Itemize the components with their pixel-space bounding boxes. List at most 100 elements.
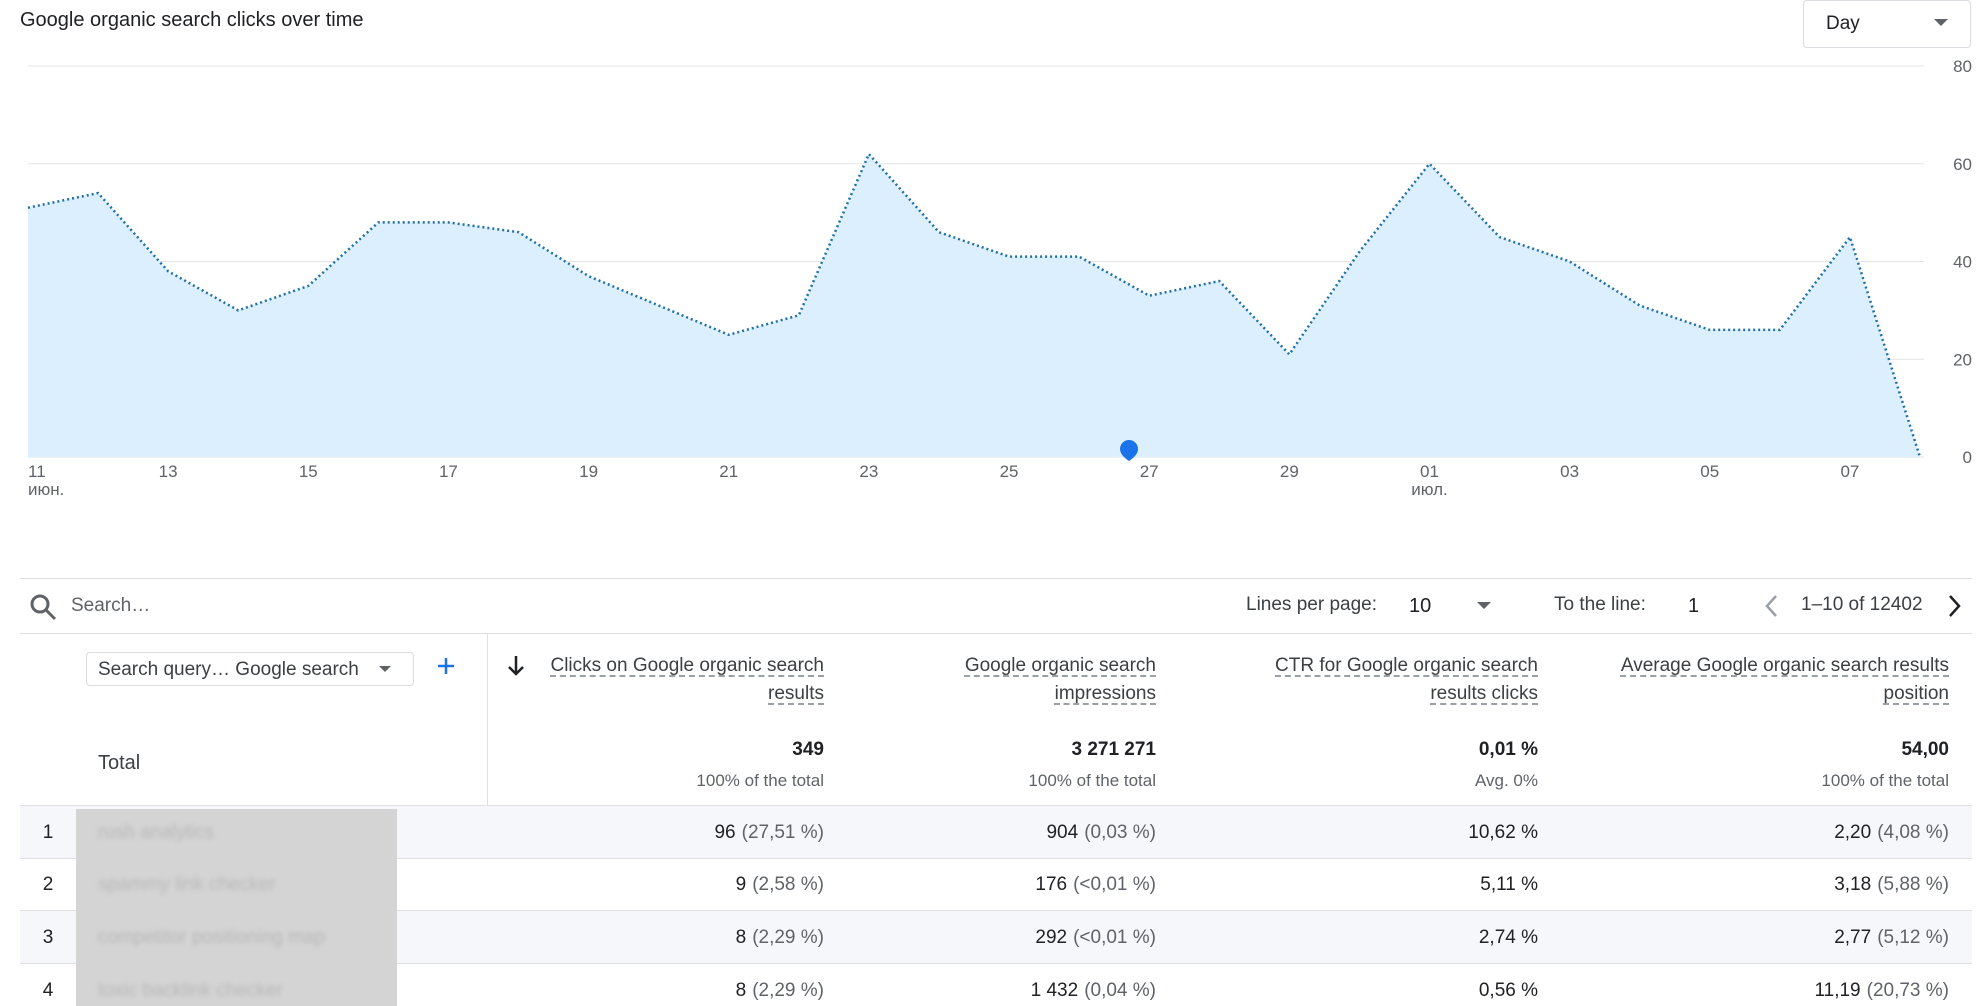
total-label: Total bbox=[98, 752, 141, 774]
x-tick-label: 07 bbox=[1840, 462, 1860, 481]
divider bbox=[20, 805, 1972, 806]
cell-value: 1 432 bbox=[1030, 979, 1079, 1001]
query-text: spammy link checker bbox=[98, 874, 276, 895]
dimension-select[interactable]: Search query… Google search bbox=[86, 652, 414, 686]
x-tick-label: 23 bbox=[859, 462, 879, 481]
cell-value: 11,19 bbox=[1814, 979, 1861, 1001]
granularity-select[interactable]: Day bbox=[1803, 0, 1971, 48]
x-tick-label: 15 bbox=[298, 462, 318, 481]
table-cell: 2,77 (5,12 %) bbox=[1834, 927, 1949, 949]
row-index: 2 bbox=[42, 874, 54, 895]
query-text: competitor positioning map bbox=[98, 926, 326, 948]
column-header: Google organic search impressions bbox=[964, 655, 1156, 704]
table-cell: 96 (27,51 %) bbox=[714, 822, 824, 844]
table-cell: 2,20 (4,08 %) bbox=[1834, 822, 1949, 844]
annotation-pin[interactable] bbox=[1120, 440, 1138, 461]
chart: 0 20 40 60 80 bbox=[27, 57, 1972, 467]
cell-share: (5,12 %) bbox=[1877, 926, 1949, 948]
granularity-value: Day bbox=[1826, 13, 1860, 34]
to-line-label: To the line: bbox=[1554, 594, 1646, 615]
to-line-value[interactable]: 1 bbox=[1688, 595, 1700, 617]
cell-value: 176 bbox=[1035, 874, 1068, 895]
cell-share: (<0,01 %) bbox=[1073, 874, 1156, 895]
cell-value: 96 bbox=[714, 821, 736, 843]
query-text: rush analytics bbox=[98, 821, 215, 843]
cell-value: 0,56 % bbox=[1478, 979, 1538, 1001]
cell-value: 8 bbox=[735, 926, 747, 948]
table-cell: 0,56 % bbox=[1479, 980, 1538, 1002]
page-range: 1–10 of 12402 bbox=[1801, 594, 1923, 615]
divider bbox=[20, 633, 1972, 634]
table-cell: 11,19 (20,73 %) bbox=[1814, 980, 1949, 1002]
column-header: Average Google organic search results po… bbox=[1620, 655, 1949, 704]
cell-share: (0,04 %) bbox=[1084, 979, 1156, 1001]
dropdown-arrow bbox=[1934, 19, 1948, 26]
cell-share: (2,29 %) bbox=[752, 979, 824, 1001]
row-index: 3 bbox=[42, 926, 54, 948]
cell-value: 8 bbox=[735, 979, 747, 1001]
table-cell: 2,74 % bbox=[1479, 927, 1538, 949]
table-cell: 5,11 % bbox=[1480, 874, 1538, 896]
total-value: 3 271 271 bbox=[1071, 739, 1156, 760]
dropdown-arrow bbox=[379, 666, 391, 672]
cell-share: (2,58 %) bbox=[752, 874, 824, 895]
cell-value: 292 bbox=[1035, 926, 1068, 948]
prev-page[interactable] bbox=[1764, 594, 1778, 618]
y-tick-label: 60 bbox=[1953, 155, 1972, 174]
x-tick-label: 29 bbox=[1279, 462, 1299, 481]
cell-share: (20,73 %) bbox=[1866, 979, 1949, 1001]
y-tick-label: 20 bbox=[1953, 350, 1972, 369]
cell-value: 2,77 bbox=[1834, 926, 1872, 948]
x-tick-label: 25 bbox=[999, 462, 1019, 481]
table-cell: 10,62 % bbox=[1468, 822, 1538, 844]
total-note: 100% of the total bbox=[696, 771, 824, 790]
chart-title: Google organic search clicks over time bbox=[20, 9, 364, 31]
lines-per-page-value[interactable]: 10 bbox=[1409, 595, 1432, 617]
column-header: Clicks on Google organic search results bbox=[550, 655, 824, 704]
y-tick-label: 80 bbox=[1953, 57, 1972, 76]
y-tick-label: 0 bbox=[1963, 448, 1972, 467]
x-tick-label: 01 июл. bbox=[1411, 462, 1448, 499]
x-tick-label: 11 июн. bbox=[28, 462, 65, 499]
cell-value: 2,74 % bbox=[1478, 926, 1538, 948]
cell-share: (5,88 %) bbox=[1877, 874, 1949, 895]
cell-value: 9 bbox=[735, 874, 747, 895]
x-tick-label: 03 bbox=[1560, 462, 1580, 481]
total-note: Avg. 0% bbox=[1474, 771, 1538, 790]
x-tick-label: 27 bbox=[1139, 462, 1159, 481]
y-tick-label: 40 bbox=[1953, 253, 1972, 272]
x-tick-label: 13 bbox=[158, 462, 178, 481]
total-value: 54,00 bbox=[1901, 739, 1949, 760]
dimension-value: Search query… Google search bbox=[98, 659, 359, 680]
table-cell: 1 432 (0,04 %) bbox=[1031, 980, 1156, 1002]
table-cell: 9 (2,58 %) bbox=[736, 874, 824, 896]
search-input[interactable]: Search… bbox=[71, 595, 151, 616]
table-cell: 176 (<0,01 %) bbox=[1035, 874, 1156, 896]
sort-arrow[interactable] bbox=[506, 654, 526, 678]
x-tick-label: 05 bbox=[1700, 462, 1720, 481]
cell-share: (27,51 %) bbox=[741, 821, 824, 843]
cell-share: (<0,01 %) bbox=[1073, 926, 1156, 948]
table-cell: 292 (<0,01 %) bbox=[1035, 927, 1156, 949]
area-fill bbox=[28, 153, 1920, 457]
next-page[interactable] bbox=[1948, 594, 1962, 618]
table-cell: 3,18 (5,88 %) bbox=[1834, 874, 1949, 896]
search-icon bbox=[30, 594, 57, 621]
cell-share: (0,03 %) bbox=[1084, 821, 1156, 843]
lines-per-page-label: Lines per page: bbox=[1246, 594, 1377, 615]
cell-share: (2,29 %) bbox=[752, 926, 824, 948]
total-note: 100% of the total bbox=[1821, 771, 1949, 790]
table-cell: 904 (0,03 %) bbox=[1046, 822, 1156, 844]
cell-value: 904 bbox=[1046, 821, 1079, 843]
cell-share: (4,08 %) bbox=[1877, 821, 1949, 843]
x-tick-label: 19 bbox=[579, 462, 599, 481]
cell-value: 10,62 % bbox=[1468, 821, 1538, 843]
total-note: 100% of the total bbox=[1028, 771, 1156, 790]
dropdown-arrow[interactable] bbox=[1477, 602, 1491, 610]
x-tick-label: 17 bbox=[438, 462, 458, 481]
area-line bbox=[27, 151, 1922, 458]
total-value: 349 bbox=[792, 739, 824, 760]
cell-value: 2,20 bbox=[1834, 821, 1872, 843]
add-dimension[interactable] bbox=[436, 656, 456, 676]
redaction bbox=[76, 809, 397, 1006]
